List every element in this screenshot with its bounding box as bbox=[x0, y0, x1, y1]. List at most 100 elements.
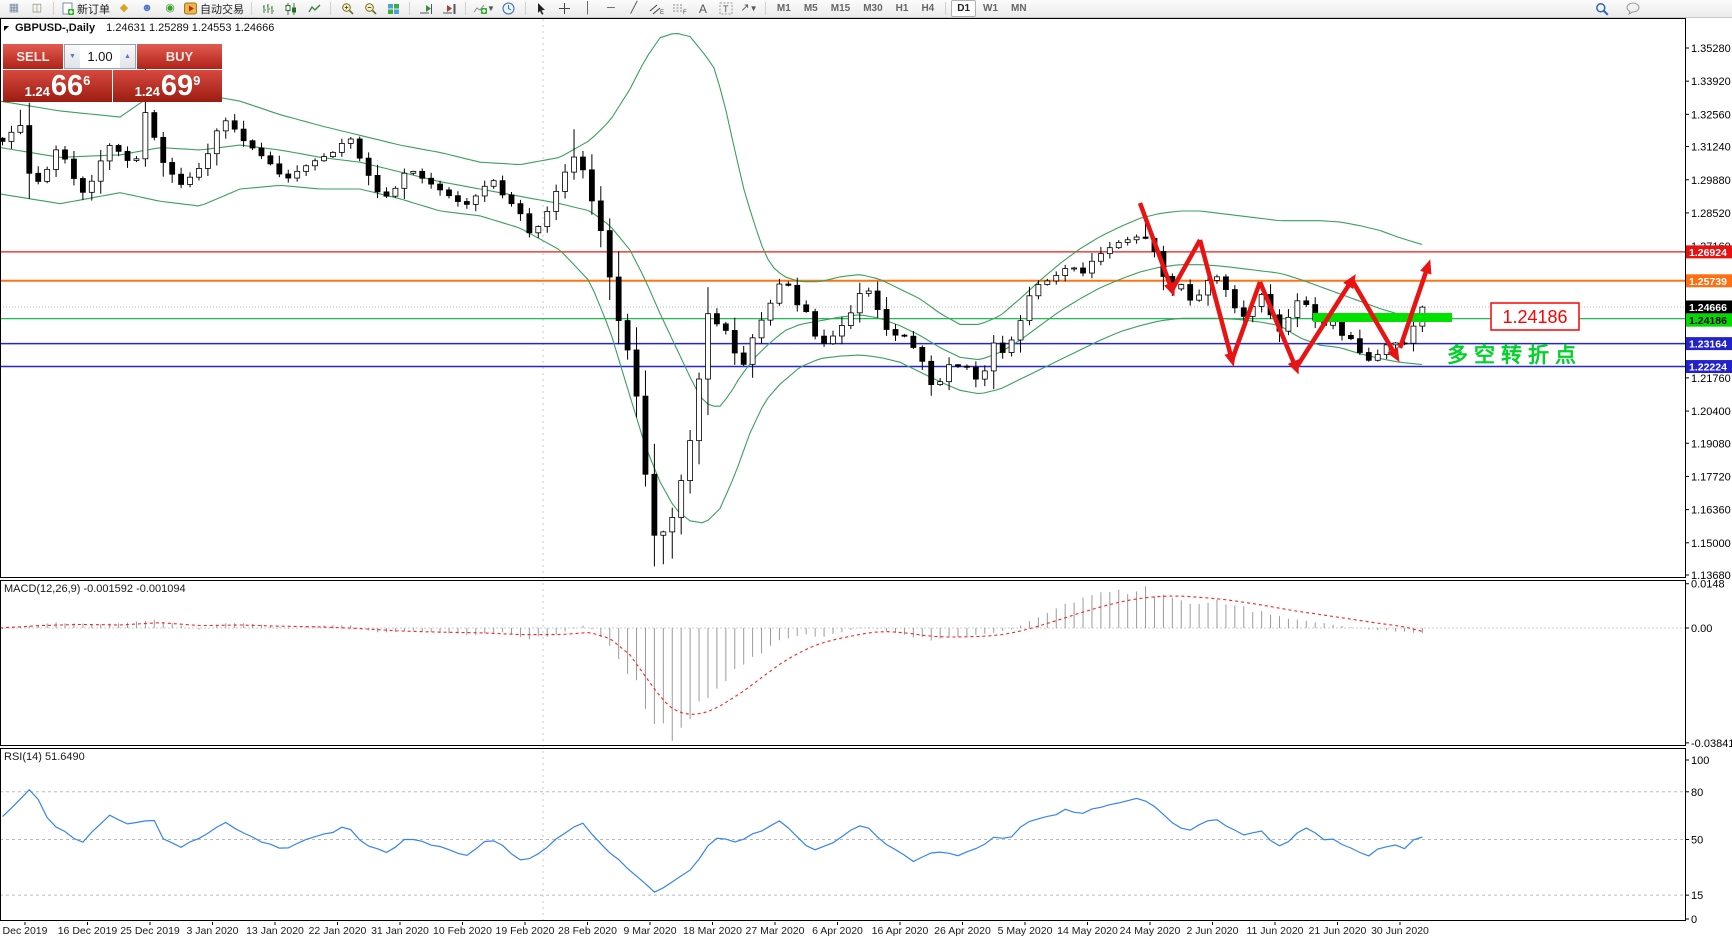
svg-text:1.24186: 1.24186 bbox=[1502, 307, 1567, 327]
sell-price-display[interactable]: 1.24 66 6 bbox=[3, 70, 112, 102]
bar-chart-icon[interactable] bbox=[257, 1, 279, 17]
equidistant-channel-icon[interactable]: E bbox=[646, 1, 668, 17]
cursor-icon[interactable] bbox=[531, 1, 553, 17]
svg-text:14 May 2020: 14 May 2020 bbox=[1057, 925, 1118, 937]
chart-title: GBPUSD-,Daily 1.24631 1.25289 1.24553 1.… bbox=[4, 22, 274, 34]
chart-profile-icon[interactable]: ◫ bbox=[31, 2, 43, 14]
candlesticks bbox=[1, 51, 1426, 567]
separator bbox=[764, 2, 766, 15]
price-axis[interactable]: 1.35280 1.33920 1.32560 1.31240 1.29880 1.285… bbox=[1685, 43, 1732, 926]
signals-icon[interactable]: ◉ bbox=[165, 2, 175, 14]
chat-icon[interactable] bbox=[1623, 1, 1645, 17]
arrows-tool-icon[interactable]: ↗ ▼ bbox=[740, 2, 758, 14]
buy-button[interactable]: BUY bbox=[137, 44, 222, 69]
svg-text:26 Apr 2020: 26 Apr 2020 bbox=[934, 925, 991, 937]
svg-text:50: 50 bbox=[1691, 835, 1703, 847]
buy-price-big: 69 bbox=[160, 70, 194, 103]
chevron-down-icon: ▼ bbox=[487, 3, 495, 13]
zoom-in-icon[interactable] bbox=[336, 1, 358, 17]
svg-text:80: 80 bbox=[1691, 787, 1703, 799]
svg-text:E: E bbox=[660, 10, 664, 15]
volume-input[interactable]: 1.00 bbox=[87, 49, 113, 64]
expert-advisors-icon[interactable]: ◆ bbox=[119, 2, 129, 14]
timeframe-button-w1[interactable]: W1 bbox=[983, 3, 999, 14]
chart-window-icon[interactable]: ▦ bbox=[8, 2, 20, 14]
macd-label: MACD(12,26,9) -0.001592 -0.001094 bbox=[4, 583, 186, 595]
svg-text:1.24186: 1.24186 bbox=[1689, 315, 1727, 327]
pane-borders bbox=[0, 18, 1686, 921]
timeframe-button-mn[interactable]: MN bbox=[1011, 3, 1027, 14]
svg-text:1.23164: 1.23164 bbox=[1689, 339, 1727, 351]
bollinger-upper-band bbox=[1, 33, 1423, 325]
add-indicator-button[interactable]: ▼ bbox=[471, 1, 497, 17]
price-chip-1.25739: 1.25739 bbox=[1686, 274, 1732, 288]
buy-price-small: 1.24 bbox=[134, 83, 160, 99]
timeframe-button-h1[interactable]: H1 bbox=[895, 3, 909, 14]
rsi-level-lines bbox=[0, 791, 1685, 896]
separator bbox=[945, 2, 947, 15]
svg-text:2 Jun 2020: 2 Jun 2020 bbox=[1187, 925, 1239, 937]
horizontal-line-icon[interactable]: ─ bbox=[607, 2, 615, 14]
volume-increase-button[interactable]: ▲ bbox=[120, 45, 135, 68]
timeframe-button-m1[interactable]: M1 bbox=[776, 3, 791, 14]
sell-button[interactable]: SELL bbox=[3, 44, 63, 69]
timeframe-button-m15[interactable]: M15 bbox=[830, 3, 851, 14]
sell-price-pip: 6 bbox=[83, 73, 91, 88]
volume-decrease-button[interactable]: ▼ bbox=[65, 45, 80, 68]
timeframe-button-m5[interactable]: M5 bbox=[803, 3, 818, 14]
new-order-icon bbox=[62, 2, 74, 15]
svg-text:F: F bbox=[683, 10, 687, 15]
buy-price-display[interactable]: 1.24 69 9 bbox=[113, 70, 222, 102]
sell-price-small: 1.24 bbox=[24, 83, 50, 99]
turning-point-label[interactable]: 多空转折点 bbox=[1447, 343, 1582, 367]
zoom-out-icon[interactable] bbox=[359, 1, 381, 17]
autoscroll-icon[interactable] bbox=[415, 1, 437, 17]
svg-text:28 Feb 2020: 28 Feb 2020 bbox=[558, 925, 617, 937]
svg-text:0: 0 bbox=[1691, 914, 1697, 926]
trend-arrows[interactable] bbox=[1137, 202, 1432, 375]
toolbar: ▦ ◫ 新订单 ◆ ☻ ◉ 自动交易 bbox=[0, 0, 1732, 18]
new-order-label: 新订单 bbox=[77, 3, 110, 16]
svg-text:1.24666: 1.24666 bbox=[1689, 302, 1727, 314]
svg-text:1.19080: 1.19080 bbox=[1691, 438, 1731, 450]
vertical-line-icon[interactable]: │ bbox=[584, 2, 592, 14]
trendline-icon[interactable]: ╱ bbox=[630, 2, 638, 14]
price-text-label[interactable]: 1.24186 bbox=[1490, 302, 1580, 331]
clock-icon[interactable] bbox=[498, 1, 520, 17]
date-axis[interactable]: Dec 2019 16 Dec 2019 25 Dec 2019 3 Jan 2020… bbox=[3, 922, 1430, 937]
price-level-lines[interactable] bbox=[0, 251, 1685, 368]
svg-text:24 May 2020: 24 May 2020 bbox=[1120, 925, 1181, 937]
price-chip-1.24186: 1.24186 bbox=[1686, 313, 1732, 327]
separator bbox=[251, 2, 252, 15]
community-icon[interactable]: ☻ bbox=[141, 2, 153, 14]
svg-text:21 Jun 2020: 21 Jun 2020 bbox=[1309, 925, 1367, 937]
candlestick-chart-icon[interactable] bbox=[280, 1, 302, 17]
separator bbox=[409, 2, 410, 15]
svg-text:1.25739: 1.25739 bbox=[1689, 276, 1727, 288]
chart-shift-icon[interactable] bbox=[438, 1, 460, 17]
tile-windows-icon[interactable] bbox=[382, 1, 404, 17]
line-chart-icon[interactable] bbox=[303, 1, 325, 17]
new-order-button[interactable]: 新订单 bbox=[59, 1, 112, 17]
svg-text:10 Feb 2020: 10 Feb 2020 bbox=[433, 925, 492, 937]
timeframe-button-m30[interactable]: M30 bbox=[863, 3, 883, 14]
autotrading-button[interactable]: 自动交易 bbox=[182, 1, 246, 17]
support-zone-bar[interactable] bbox=[1313, 313, 1452, 322]
svg-text:1.17720: 1.17720 bbox=[1691, 471, 1731, 483]
svg-text:T: T bbox=[723, 4, 729, 14]
svg-text:1.33920: 1.33920 bbox=[1691, 76, 1731, 88]
text-icon[interactable]: A bbox=[698, 1, 707, 16]
search-icon[interactable] bbox=[1591, 1, 1613, 17]
crosshair-icon[interactable] bbox=[554, 1, 576, 17]
timeframe-button-d1[interactable]: D1 bbox=[951, 0, 977, 17]
rsi-line bbox=[2, 788, 1423, 893]
text-label-icon[interactable]: T bbox=[715, 1, 737, 17]
svg-text:31 Jan 2020: 31 Jan 2020 bbox=[371, 925, 429, 937]
buy-price-pip: 9 bbox=[193, 73, 201, 88]
svg-text:1.20400: 1.20400 bbox=[1691, 406, 1731, 418]
fibonacci-icon[interactable]: F bbox=[669, 1, 691, 17]
timeframe-button-h4[interactable]: H4 bbox=[921, 3, 935, 14]
svg-text:5 May 2020: 5 May 2020 bbox=[998, 925, 1053, 937]
